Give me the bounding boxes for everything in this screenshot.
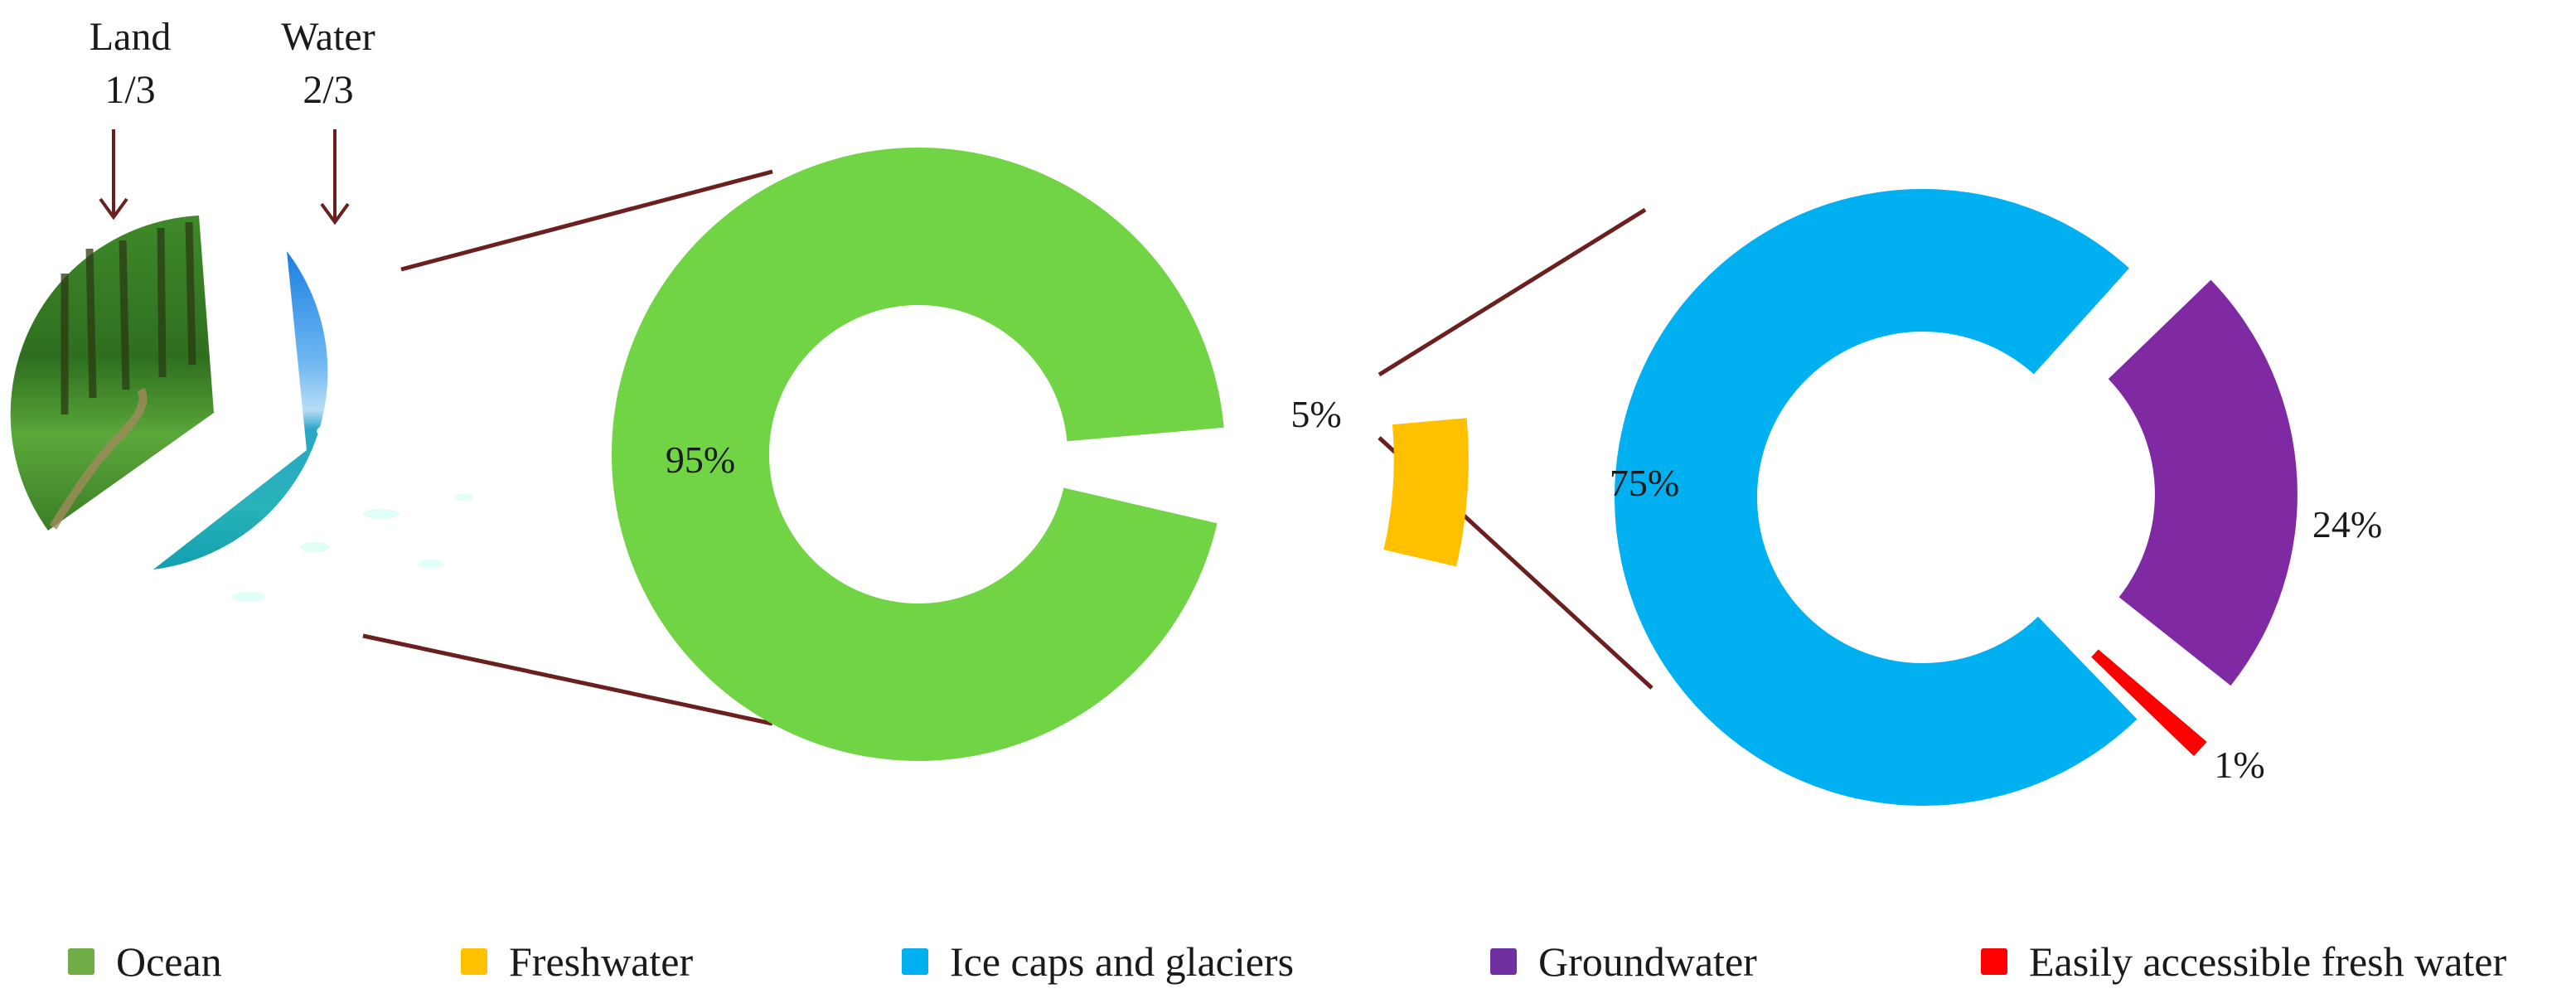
legend-label-ice: Ice caps and glaciers	[950, 938, 1295, 985]
water-slice-fill	[153, 251, 328, 569]
land-arrow	[99, 129, 128, 220]
tree-trunks	[61, 221, 196, 414]
legend-swatch-ice	[902, 948, 928, 975]
freshwater-slice	[1383, 418, 1469, 567]
ocean-value-label: 95%	[666, 439, 735, 481]
water-slice	[153, 251, 492, 602]
legend-label-freshwater: Freshwater	[509, 938, 694, 985]
freshwater-donut: 75% 24% 1%	[1610, 188, 2382, 807]
legend-swatch-accessible	[1981, 948, 2007, 975]
legend-item-ice: Ice caps and glaciers	[902, 933, 1294, 991]
accessible-slice	[2091, 649, 2207, 757]
connector-fresh-top	[1378, 207, 1647, 377]
legend-swatch-freshwater	[461, 948, 487, 975]
clouds	[317, 407, 492, 438]
sea-sparkles	[232, 494, 474, 602]
legend-label-groundwater: Groundwater	[1538, 938, 1757, 985]
legend-label-ocean: Ocean	[116, 938, 222, 985]
ocean-slice	[611, 148, 1224, 762]
connector-water-top	[400, 169, 773, 272]
land-slice-fill	[10, 216, 214, 531]
ice-value-label: 75%	[1610, 462, 1679, 504]
freshwater-value-label: 5%	[1290, 393, 1341, 435]
earth-labels: Land 1/3 Water 2/3	[90, 15, 375, 225]
water-fraction: 2/3	[303, 68, 353, 112]
water-label: Water	[281, 15, 375, 59]
accessible-value-label: 1%	[2214, 744, 2264, 786]
legend-swatch-ocean	[68, 948, 94, 975]
connector-water-bottom	[362, 633, 773, 726]
legend-item-ocean: Ocean	[68, 933, 222, 991]
legend-label-accessible: Easily accessible fresh water	[2029, 938, 2507, 985]
legend-item-accessible: Easily accessible fresh water	[1981, 933, 2506, 991]
legend-item-groundwater: Groundwater	[1490, 933, 1757, 991]
land-slice	[10, 216, 214, 531]
legend-item-freshwater: Freshwater	[461, 933, 693, 991]
land-fraction: 1/3	[104, 68, 155, 112]
ice-slice	[1614, 188, 2138, 807]
groundwater-value-label: 24%	[2312, 503, 2382, 545]
groundwater-slice	[2108, 279, 2298, 686]
legend: Ocean Freshwater Ice caps and glaciers G…	[0, 933, 2576, 991]
forest-path	[49, 387, 148, 530]
legend-swatch-groundwater	[1490, 948, 1517, 975]
land-label: Land	[90, 15, 172, 59]
water-arrow	[320, 129, 350, 225]
water-donut: 95% 5%	[611, 148, 1469, 762]
